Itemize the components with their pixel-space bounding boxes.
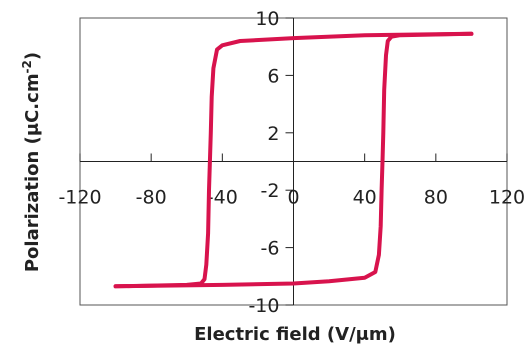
hysteresis-branch-falling — [113, 31, 474, 289]
y-tick-label: -6 — [261, 238, 280, 260]
y-ticks: 10 6 2 -2 -6 -10 — [248, 8, 294, 317]
x-tick-label: 80 — [424, 187, 448, 209]
x-tick-label: 40 — [353, 187, 377, 209]
series-layer — [113, 31, 474, 289]
y-tick-label: -2 — [261, 180, 280, 202]
x-tick-label: 120 — [489, 187, 525, 209]
x-tick-label: -80 — [136, 187, 167, 209]
y-axis-title: Polarization (μC.cm-2) — [20, 52, 43, 272]
y-tick-label: 6 — [267, 65, 279, 87]
x-axis-title: Electric field (V/μm) — [194, 324, 396, 345]
x-tick-label: -120 — [58, 187, 101, 209]
y-axis-title-main: Polarization (μC.cm — [22, 73, 43, 272]
x-tick-label: -40 — [207, 187, 238, 209]
y-axis-title-superscript: -2 — [20, 60, 34, 73]
y-tick-label: 10 — [255, 8, 279, 30]
y-axis-title-close: ) — [22, 52, 43, 60]
x-ticks: -120 -80 -40 0 40 80 120 — [58, 153, 525, 209]
y-tick-label: -10 — [248, 295, 279, 317]
x-tick-label: 0 — [287, 187, 299, 209]
y-tick-label: 2 — [267, 123, 279, 145]
